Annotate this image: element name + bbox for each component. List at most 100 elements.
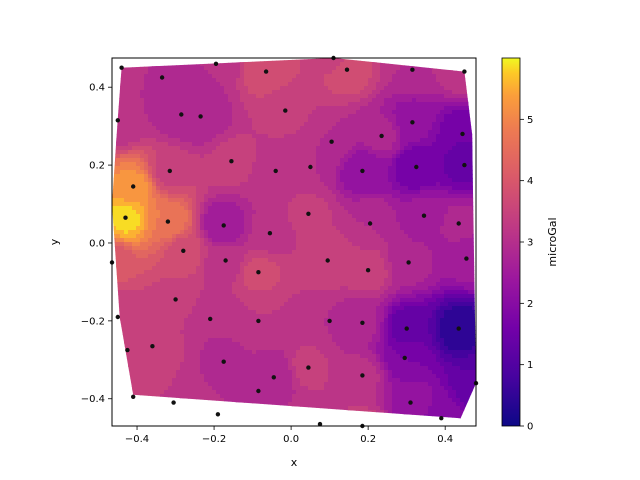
contour-cell xyxy=(416,126,421,131)
contour-cell xyxy=(336,202,341,207)
contour-cell xyxy=(404,258,409,263)
contour-cell xyxy=(428,218,433,223)
contour-cell xyxy=(304,142,309,147)
contour-cell xyxy=(152,118,157,123)
contour-cell xyxy=(224,222,229,227)
contour-cell xyxy=(272,262,277,267)
contour-cell xyxy=(300,206,305,211)
contour-cell xyxy=(384,130,389,135)
contour-cell xyxy=(344,270,349,275)
contour-cell xyxy=(468,122,473,127)
contour-cell xyxy=(300,214,305,219)
contour-cell xyxy=(248,238,253,243)
contour-cell xyxy=(260,270,265,275)
contour-cell xyxy=(172,150,177,155)
contour-cell xyxy=(280,202,285,207)
contour-cell xyxy=(412,82,417,87)
contour-cell xyxy=(160,114,165,119)
contour-cell xyxy=(292,190,297,195)
contour-cell xyxy=(136,166,141,171)
contour-cell xyxy=(332,242,337,247)
contour-cell xyxy=(300,130,305,135)
contour-cell xyxy=(420,250,425,255)
contour-cell xyxy=(296,146,301,151)
contour-cell xyxy=(224,142,229,147)
contour-cell xyxy=(168,70,173,75)
contour-cell xyxy=(276,78,281,83)
contour-cell xyxy=(220,150,225,155)
contour-cell xyxy=(256,114,261,119)
contour-cell xyxy=(352,270,357,275)
contour-cell xyxy=(160,218,165,223)
contour-cell xyxy=(152,194,157,199)
contour-cell xyxy=(112,274,117,279)
contour-cell xyxy=(184,178,189,183)
contour-cell xyxy=(112,90,117,95)
contour-cell xyxy=(216,234,221,239)
contour-cell xyxy=(388,206,393,211)
contour-cell xyxy=(324,82,329,87)
contour-cell xyxy=(256,174,261,179)
contour-cell xyxy=(152,86,157,91)
contour-cell xyxy=(200,262,205,267)
contour-cell xyxy=(396,150,401,155)
contour-cell xyxy=(244,218,249,223)
contour-cell xyxy=(232,178,237,183)
contour-cell xyxy=(296,242,301,247)
contour-cell xyxy=(220,202,225,207)
contour-cell xyxy=(284,250,289,255)
contour-cell xyxy=(224,162,229,167)
contour-cell xyxy=(156,178,161,183)
contour-cell xyxy=(332,130,337,135)
contour-cell xyxy=(160,130,165,135)
contour-cell xyxy=(348,78,353,83)
contour-cell xyxy=(376,174,381,179)
contour-cell xyxy=(160,166,165,171)
contour-cell xyxy=(248,262,253,267)
contour-cell xyxy=(344,98,349,103)
contour-cell xyxy=(380,114,385,119)
contour-cell xyxy=(356,206,361,211)
contour-cell xyxy=(452,206,457,211)
contour-cell xyxy=(160,126,165,131)
contour-cell xyxy=(412,230,417,235)
contour-cell xyxy=(464,138,469,143)
contour-cell xyxy=(324,202,329,207)
contour-cell xyxy=(332,102,337,107)
contour-cell xyxy=(312,202,317,207)
contour-cell xyxy=(308,78,313,83)
contour-cell xyxy=(460,226,465,231)
contour-cell xyxy=(252,158,257,163)
contour-cell xyxy=(412,138,417,143)
contour-cell xyxy=(424,222,429,227)
contour-cell xyxy=(120,162,125,167)
contour-cell xyxy=(204,82,209,87)
contour-cell xyxy=(144,262,149,267)
contour-cell xyxy=(228,218,233,223)
contour-cell xyxy=(468,270,473,275)
contour-cell xyxy=(312,134,317,139)
contour-cell xyxy=(316,258,321,263)
contour-cell xyxy=(332,210,337,215)
contour-cell xyxy=(336,174,341,179)
contour-cell xyxy=(328,146,333,151)
contour-cell xyxy=(344,214,349,219)
contour-cell xyxy=(272,146,277,151)
contour-cell xyxy=(328,230,333,235)
contour-cell xyxy=(208,122,213,127)
contour-cell xyxy=(260,198,265,203)
contour-cell xyxy=(288,62,293,67)
contour-cell xyxy=(376,74,381,79)
contour-cell xyxy=(228,74,233,79)
contour-cell xyxy=(456,130,461,135)
contour-cell xyxy=(464,114,469,119)
contour-cell xyxy=(348,102,353,107)
contour-cell xyxy=(192,242,197,247)
contour-cell xyxy=(236,154,241,159)
contour-cell xyxy=(456,162,461,167)
contour-cell xyxy=(240,94,245,99)
contour-cell xyxy=(372,218,377,223)
contour-cell xyxy=(164,258,169,263)
contour-cell xyxy=(404,150,409,155)
contour-cell xyxy=(176,186,181,191)
